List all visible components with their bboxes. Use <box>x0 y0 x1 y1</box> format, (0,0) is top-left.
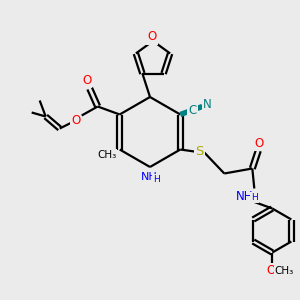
Text: C: C <box>188 104 196 117</box>
Text: O: O <box>267 264 276 277</box>
Text: N: N <box>203 98 212 111</box>
Text: O: O <box>71 114 80 127</box>
Text: O: O <box>255 137 264 150</box>
Text: O: O <box>82 74 91 87</box>
Text: O: O <box>147 31 157 44</box>
Text: CH₃: CH₃ <box>97 151 116 160</box>
Text: CH₃: CH₃ <box>275 266 294 275</box>
Text: H: H <box>251 193 258 202</box>
Text: NH: NH <box>141 172 158 182</box>
Text: S: S <box>195 145 203 158</box>
Text: H: H <box>153 175 159 184</box>
Text: NH: NH <box>236 190 253 203</box>
